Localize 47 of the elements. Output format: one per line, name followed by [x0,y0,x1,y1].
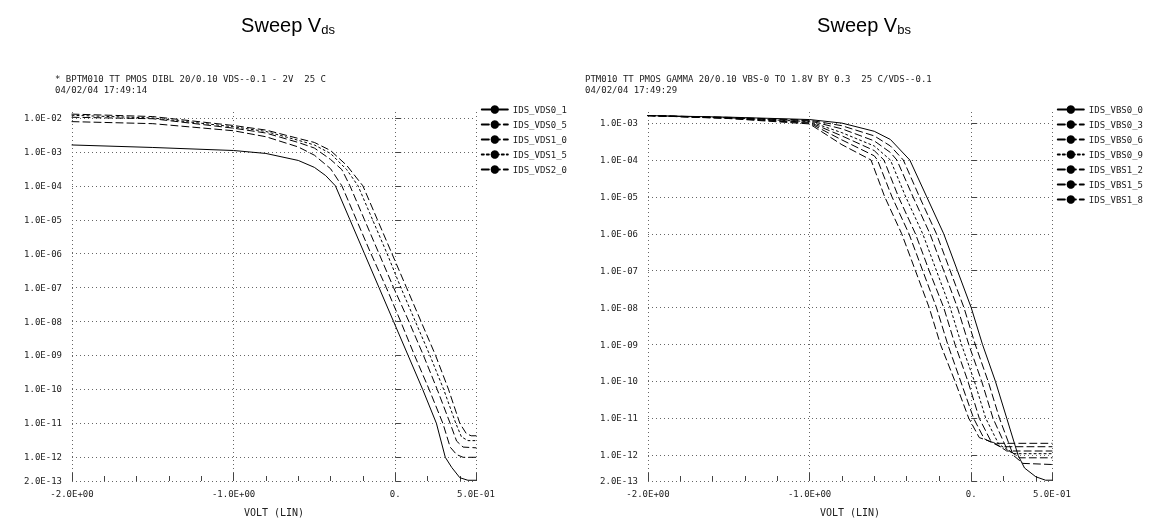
legend-label: IDS_VBS1_5 [1088,179,1143,190]
chart-subtitle: * BPTM010 TT PMOS DIBL 20/0.10 VDS--0.1 - 2V 25 C 04/02/04 17:49:14 [55,73,326,95]
x-tick-label: -1.0E+00 [787,488,832,499]
y-tick-label: 1.0E-06 [600,228,638,239]
x-tick-label: -2.0E+00 [50,488,94,499]
chart-subtitle: PTM010 TT PMOS GAMMA 20/0.10 VBS-0 TO 1.8V BY 0.3 25 C/VDS--0.1 04/02/04 17:49:29 [585,73,932,95]
y-tick-label: 1.0E-07 [600,265,638,276]
x-tick-label: 5.0E-01 [1033,488,1071,499]
legend-label: IDS_VBS1_8 [1088,194,1143,205]
y-tick-label: 1.0E-08 [24,316,62,327]
y-tick-label: 1.0E-03 [24,146,62,157]
y-tick-label: 1.0E-09 [24,350,62,361]
y-tick-label: 1.0E-05 [24,214,62,225]
legend-label: IDS_VDS0_5 [512,119,567,130]
y-tick-label: 1.0E-10 [24,384,62,395]
x-tick-label: -2.0E+00 [626,488,670,499]
legend-label: IDS_VBS0_3 [1088,119,1143,130]
x-axis-title: VOLT (LIN) [243,506,305,518]
y-tick-label: 1.0E-11 [24,418,62,429]
y-tick-label: 1.0E-12 [600,450,638,461]
legend-label: IDS_VBS0_9 [1088,149,1143,160]
x-tick-label: 0. [965,488,977,499]
legend-label: IDS_VDS2_0 [512,164,567,175]
legend-label: IDS_VBS1_2 [1088,164,1143,175]
y-tick-label: 2.0E-13 [24,476,62,486]
y-tick-label: 1.0E-06 [24,248,62,259]
y-tick-label: 1.0E-04 [600,155,638,166]
y-tick-label: 1.0E-09 [600,339,638,350]
y-tick-label: 1.0E-08 [600,302,638,313]
y-tick-label: 1.0E-11 [600,413,638,424]
x-tick-label: -1.0E+00 [211,488,256,499]
legend-label: IDS_VDS0_1 [512,104,567,115]
y-tick-label: 1.0E-03 [600,118,638,129]
x-tick-label: 0. [389,488,401,499]
y-tick-label: 1.0E-04 [24,180,62,191]
y-tick-label: 1.0E-07 [24,282,62,293]
y-tick-label: 2.0E-13 [600,476,638,486]
y-tick-label: 1.0E-10 [600,376,638,387]
legend-label: IDS_VBS0_0 [1088,104,1143,115]
y-tick-label: 1.0E-05 [600,191,638,202]
x-tick-label: 5.0E-01 [457,488,495,499]
legend-label: IDS_VDS1_5 [512,149,567,160]
legend-label: IDS_VBS0_6 [1088,134,1143,145]
legend-label: IDS_VDS1_0 [512,134,567,145]
x-axis-title: VOLT (LIN) [819,506,881,518]
y-tick-label: 1.0E-02 [24,112,62,123]
y-tick-label: 1.0E-12 [24,452,62,463]
